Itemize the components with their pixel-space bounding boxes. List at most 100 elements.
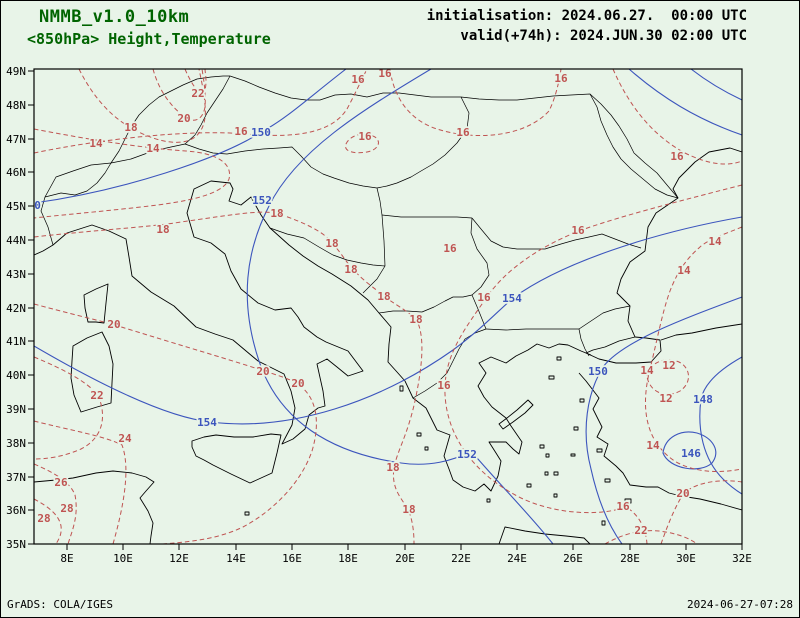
coastline-italy-balkans-greece bbox=[34, 180, 592, 492]
contour-label-height: 150 bbox=[21, 199, 41, 212]
y-axis-tick-label: 49N bbox=[6, 65, 26, 78]
contour-label-temperature: 18 bbox=[124, 121, 137, 134]
temp-contour-14-low bbox=[644, 226, 742, 472]
y-axis-tick-label: 37N bbox=[6, 471, 26, 484]
temp-contour-22-se bbox=[604, 530, 698, 544]
height-contour-152 bbox=[246, 69, 554, 544]
contour-label-height: 154 bbox=[197, 416, 217, 429]
contour-label-temperature: 18 bbox=[156, 223, 169, 236]
y-axis-tick-label: 38N bbox=[6, 437, 26, 450]
coastline-euboea bbox=[498, 399, 534, 430]
contour-label-temperature: 18 bbox=[270, 207, 283, 220]
coastline-sicily bbox=[191, 433, 282, 484]
contour-label-temperature: 18 bbox=[409, 313, 422, 326]
height-contour-ne-1 bbox=[628, 69, 742, 136]
contour-label-temperature: 16 bbox=[443, 242, 457, 255]
y-axis-tick-label: 47N bbox=[6, 133, 26, 146]
contour-label-height: 154 bbox=[502, 292, 522, 305]
x-axis-tick-label: 30E bbox=[676, 552, 696, 565]
x-axis-tick-label: 14E bbox=[226, 552, 246, 565]
contour-label-temperature: 16 bbox=[437, 379, 451, 392]
coastline-corsica bbox=[83, 283, 109, 324]
contour-label-temperature: 16 bbox=[234, 125, 248, 138]
border-serbia-bulgaria bbox=[470, 217, 490, 330]
x-axis-tick-label: 26E bbox=[563, 552, 583, 565]
border-central-europe bbox=[229, 75, 461, 101]
temp-contour-20-west bbox=[34, 303, 317, 544]
contour-label-temperature: 16 bbox=[477, 291, 491, 304]
coastline-tunisia bbox=[34, 470, 155, 544]
border-alps-balkans bbox=[40, 143, 386, 294]
contour-labels-layer: 16 16 16 16 16 16 16 16 16 16 16 16 14 14 14 14 14 14 18 18… bbox=[21, 67, 724, 539]
height-contours-layer bbox=[34, 69, 742, 544]
contour-label-temperature: 18 bbox=[402, 503, 415, 516]
border-greece-bulgaria bbox=[485, 328, 579, 331]
plot-frame bbox=[33, 68, 743, 545]
contour-label-height: 146 bbox=[681, 447, 701, 460]
temp-contour-20-se bbox=[660, 480, 742, 544]
contour-label-temperature: 14 bbox=[146, 142, 160, 155]
contour-label-temperature: 22 bbox=[90, 389, 103, 402]
contour-label-temperature: 20 bbox=[107, 318, 120, 331]
contour-label-temperature: 26 bbox=[54, 476, 68, 489]
border-serbia-danube bbox=[381, 214, 473, 219]
contour-label-temperature: 24 bbox=[118, 432, 132, 445]
border-germany-czech bbox=[110, 75, 230, 164]
contour-label-temperature: 14 bbox=[708, 235, 722, 248]
temp-contour-24-sw bbox=[34, 420, 127, 544]
height-contour-150 bbox=[34, 69, 347, 204]
coastline-blacksea-west bbox=[616, 147, 742, 338]
header-left: NMMB_v1.0_10km <850hPa> Height,Temperatu… bbox=[27, 7, 271, 48]
contour-label-temperature: 16 bbox=[670, 150, 684, 163]
temp-contour-14-nw bbox=[34, 128, 231, 219]
contour-label-temperature: 16 bbox=[378, 67, 392, 80]
grads-credit: GrADS: COLA/IGES bbox=[7, 598, 113, 611]
contour-label-temperature: 22 bbox=[191, 87, 204, 100]
border-moldova-east bbox=[589, 93, 679, 199]
border-greece-turkey bbox=[578, 328, 590, 357]
x-axis-tick-label: 22E bbox=[451, 552, 471, 565]
border-bosnia bbox=[269, 227, 386, 267]
y-axis-tick-label: 44N bbox=[6, 234, 26, 247]
contour-label-temperature: 12 bbox=[659, 392, 672, 405]
temp-contour-16-low bbox=[444, 184, 742, 544]
contour-label-temperature: 16 bbox=[554, 72, 568, 85]
contour-label-height: 148 bbox=[693, 393, 713, 406]
contour-label-temperature: 18 bbox=[344, 263, 357, 276]
contour-label-temperature: 16 bbox=[616, 500, 630, 513]
contour-label-height: 150 bbox=[251, 126, 271, 139]
contour-label-temperature: 18 bbox=[377, 290, 390, 303]
coastline-marmara bbox=[585, 336, 662, 364]
x-axis-tick-label: 10E bbox=[113, 552, 133, 565]
contour-label-temperature: 16 bbox=[358, 130, 372, 143]
x-axis-tick-label: 18E bbox=[338, 552, 358, 565]
x-axis-tick-label: 28E bbox=[620, 552, 640, 565]
x-axis-tick-label: 24E bbox=[507, 552, 527, 565]
contour-label-temperature: 28 bbox=[37, 512, 50, 525]
height-contour-150-low bbox=[585, 296, 742, 544]
contour-label-temperature: 20 bbox=[291, 377, 304, 390]
contour-label-temperature: 14 bbox=[677, 264, 691, 277]
temp-contour-12-low bbox=[646, 359, 689, 395]
init-time: initialisation: 2024.06.27. 00:00 UTC bbox=[426, 8, 747, 24]
borders-layer bbox=[40, 75, 679, 399]
coastline-crete bbox=[498, 526, 591, 544]
border-ukraine-moldova bbox=[460, 93, 679, 199]
contour-label-temperature: 14 bbox=[640, 364, 654, 377]
x-axis-tick-label: 8E bbox=[60, 552, 73, 565]
contour-label-height: 152 bbox=[252, 194, 272, 207]
height-contour-ne-2 bbox=[690, 69, 742, 101]
y-axis-tick-label: 35N bbox=[6, 538, 26, 551]
contour-label-temperature: 16 bbox=[351, 73, 365, 86]
y-axis-tick-label: 42N bbox=[6, 302, 26, 315]
temp-contour-22-sw bbox=[34, 356, 103, 460]
y-axis-tick-label: 36N bbox=[6, 504, 26, 517]
y-axis-tick-label: 43N bbox=[6, 268, 26, 281]
header-right: initialisation: 2024.06.27. 00:00 UTC va… bbox=[427, 8, 747, 44]
contour-label-temperature: 18 bbox=[325, 237, 338, 250]
y-axis-tick-label: 46N bbox=[6, 166, 26, 179]
border-bulgaria-turkey bbox=[578, 305, 631, 330]
y-axis-tick-label: 40N bbox=[6, 369, 26, 382]
